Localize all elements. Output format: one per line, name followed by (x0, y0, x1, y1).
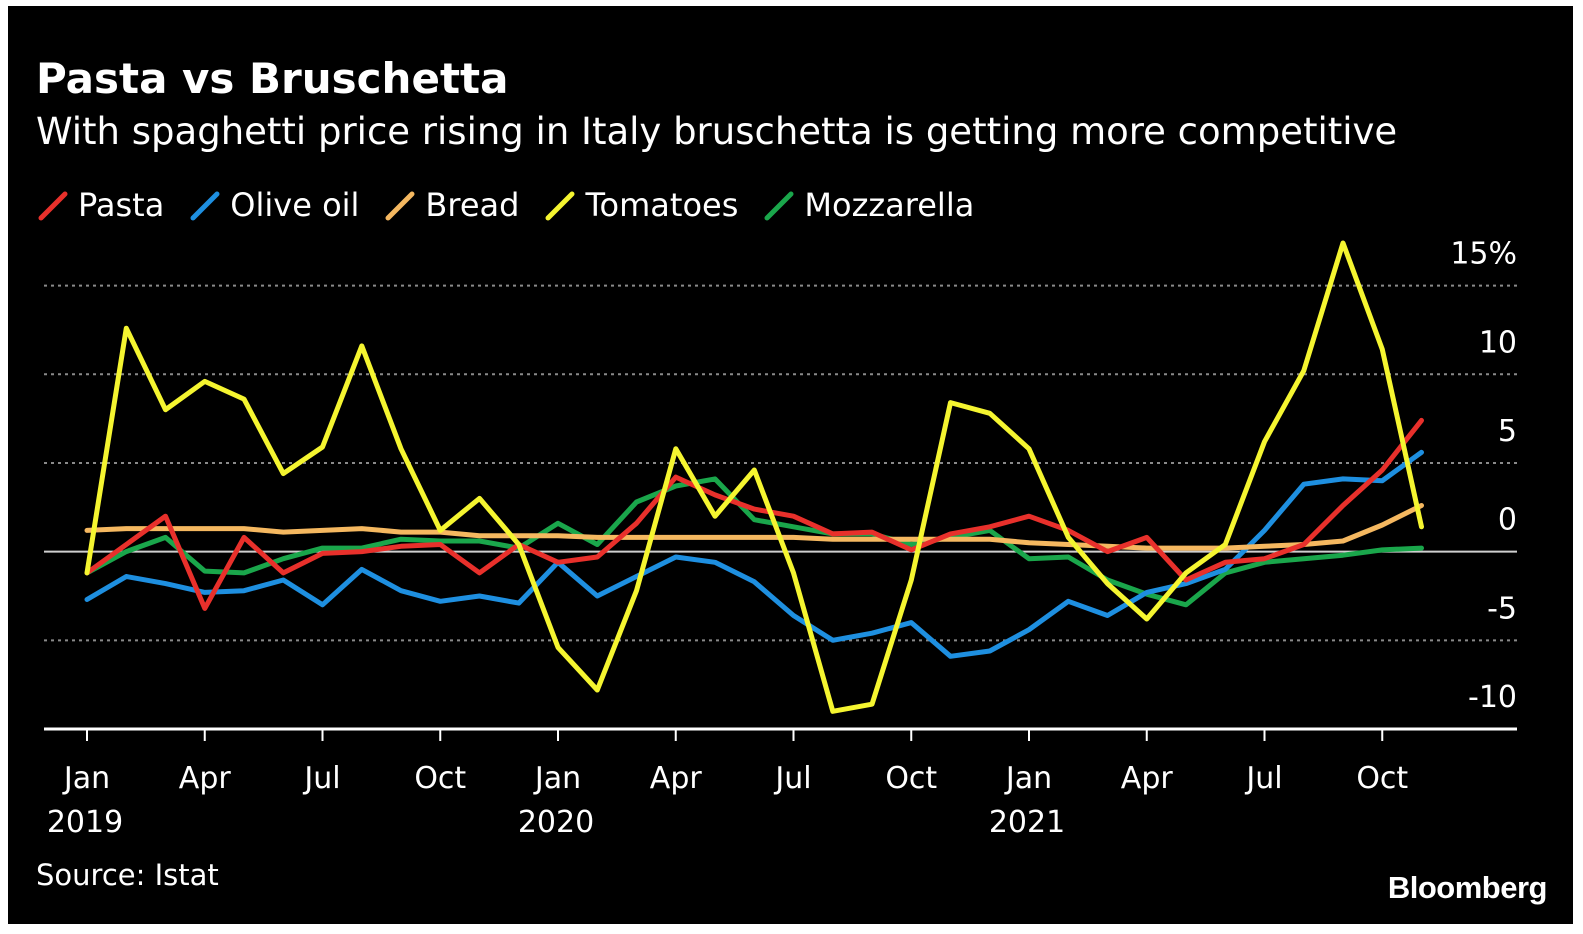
chart-title: Pasta vs Bruschetta (36, 54, 509, 103)
y-tick-label: -5 (1487, 591, 1517, 626)
x-tick-label: Apr (650, 761, 703, 796)
series-line-pasta (84, 417, 1424, 611)
x-year-label: 2019 (47, 805, 123, 840)
source-note: Source: Istat (36, 858, 219, 892)
y-tick-label: 0 (1498, 503, 1517, 538)
x-tick-label: Oct (1356, 761, 1408, 796)
legend-label: Olive oil (230, 186, 360, 224)
legend-swatch (545, 191, 575, 221)
x-tick-label: Jul (302, 761, 340, 796)
series-line-bread (84, 503, 1424, 551)
legend-swatch (764, 191, 794, 221)
x-tick-label: Jul (1244, 761, 1282, 796)
y-tick-label: -10 (1468, 680, 1517, 715)
x-tick-label: Jan (62, 761, 110, 796)
x-tick-label: Jan (533, 761, 581, 796)
chart-subtitle: With spaghetti price rising in Italy bru… (36, 110, 1398, 153)
gridlines (44, 284, 1517, 642)
x-tick-label: Jan (1004, 761, 1052, 796)
x-tick-label: Oct (885, 761, 937, 796)
bloomberg-logo: Bloomberg (1387, 870, 1548, 905)
legend-item-olive-oil: Olive oil (188, 186, 359, 224)
legend-swatch (190, 191, 220, 221)
y-axis: 15% 10 5 0 -5 -10 (1450, 237, 1517, 715)
legend-item-mozzarella: Mozzarella (762, 186, 974, 224)
legend-label: Pasta (78, 186, 165, 224)
legend-label: Tomatoes (585, 186, 739, 224)
legend-item-bread: Bread (383, 186, 519, 224)
series-line-olive-oil (84, 449, 1424, 659)
x-axis: Jan 2019 Apr Jul Oct Jan 2020 Apr Jul Oct Jan 2021 A… (44, 727, 1517, 840)
x-year-label: 2020 (518, 805, 594, 840)
x-year-label: 2021 (989, 805, 1065, 840)
x-tick-label: Apr (1121, 761, 1174, 796)
y-tick-label: 5 (1498, 414, 1517, 449)
chart-legend: Pasta Olive oil Bread Tomatoes Mozzarella (36, 186, 998, 224)
x-tick-label: Oct (414, 761, 466, 796)
legend-label: Mozzarella (804, 186, 975, 224)
y-tick-label: 15% (1450, 237, 1517, 272)
x-tick-label: Apr (179, 761, 232, 796)
series-line-mozzarella (84, 476, 1424, 608)
legend-swatch (385, 191, 415, 221)
y-tick-label: 10 (1479, 325, 1517, 360)
x-tick-label: Jul (773, 761, 811, 796)
series-lines (84, 240, 1424, 714)
legend-label: Bread (425, 186, 520, 224)
chart-frame (8, 6, 1573, 924)
legend-swatch (38, 191, 68, 221)
legend-item-tomatoes: Tomatoes (543, 186, 738, 224)
legend-item-pasta: Pasta (36, 186, 164, 224)
series-line-tomatoes (84, 240, 1424, 714)
